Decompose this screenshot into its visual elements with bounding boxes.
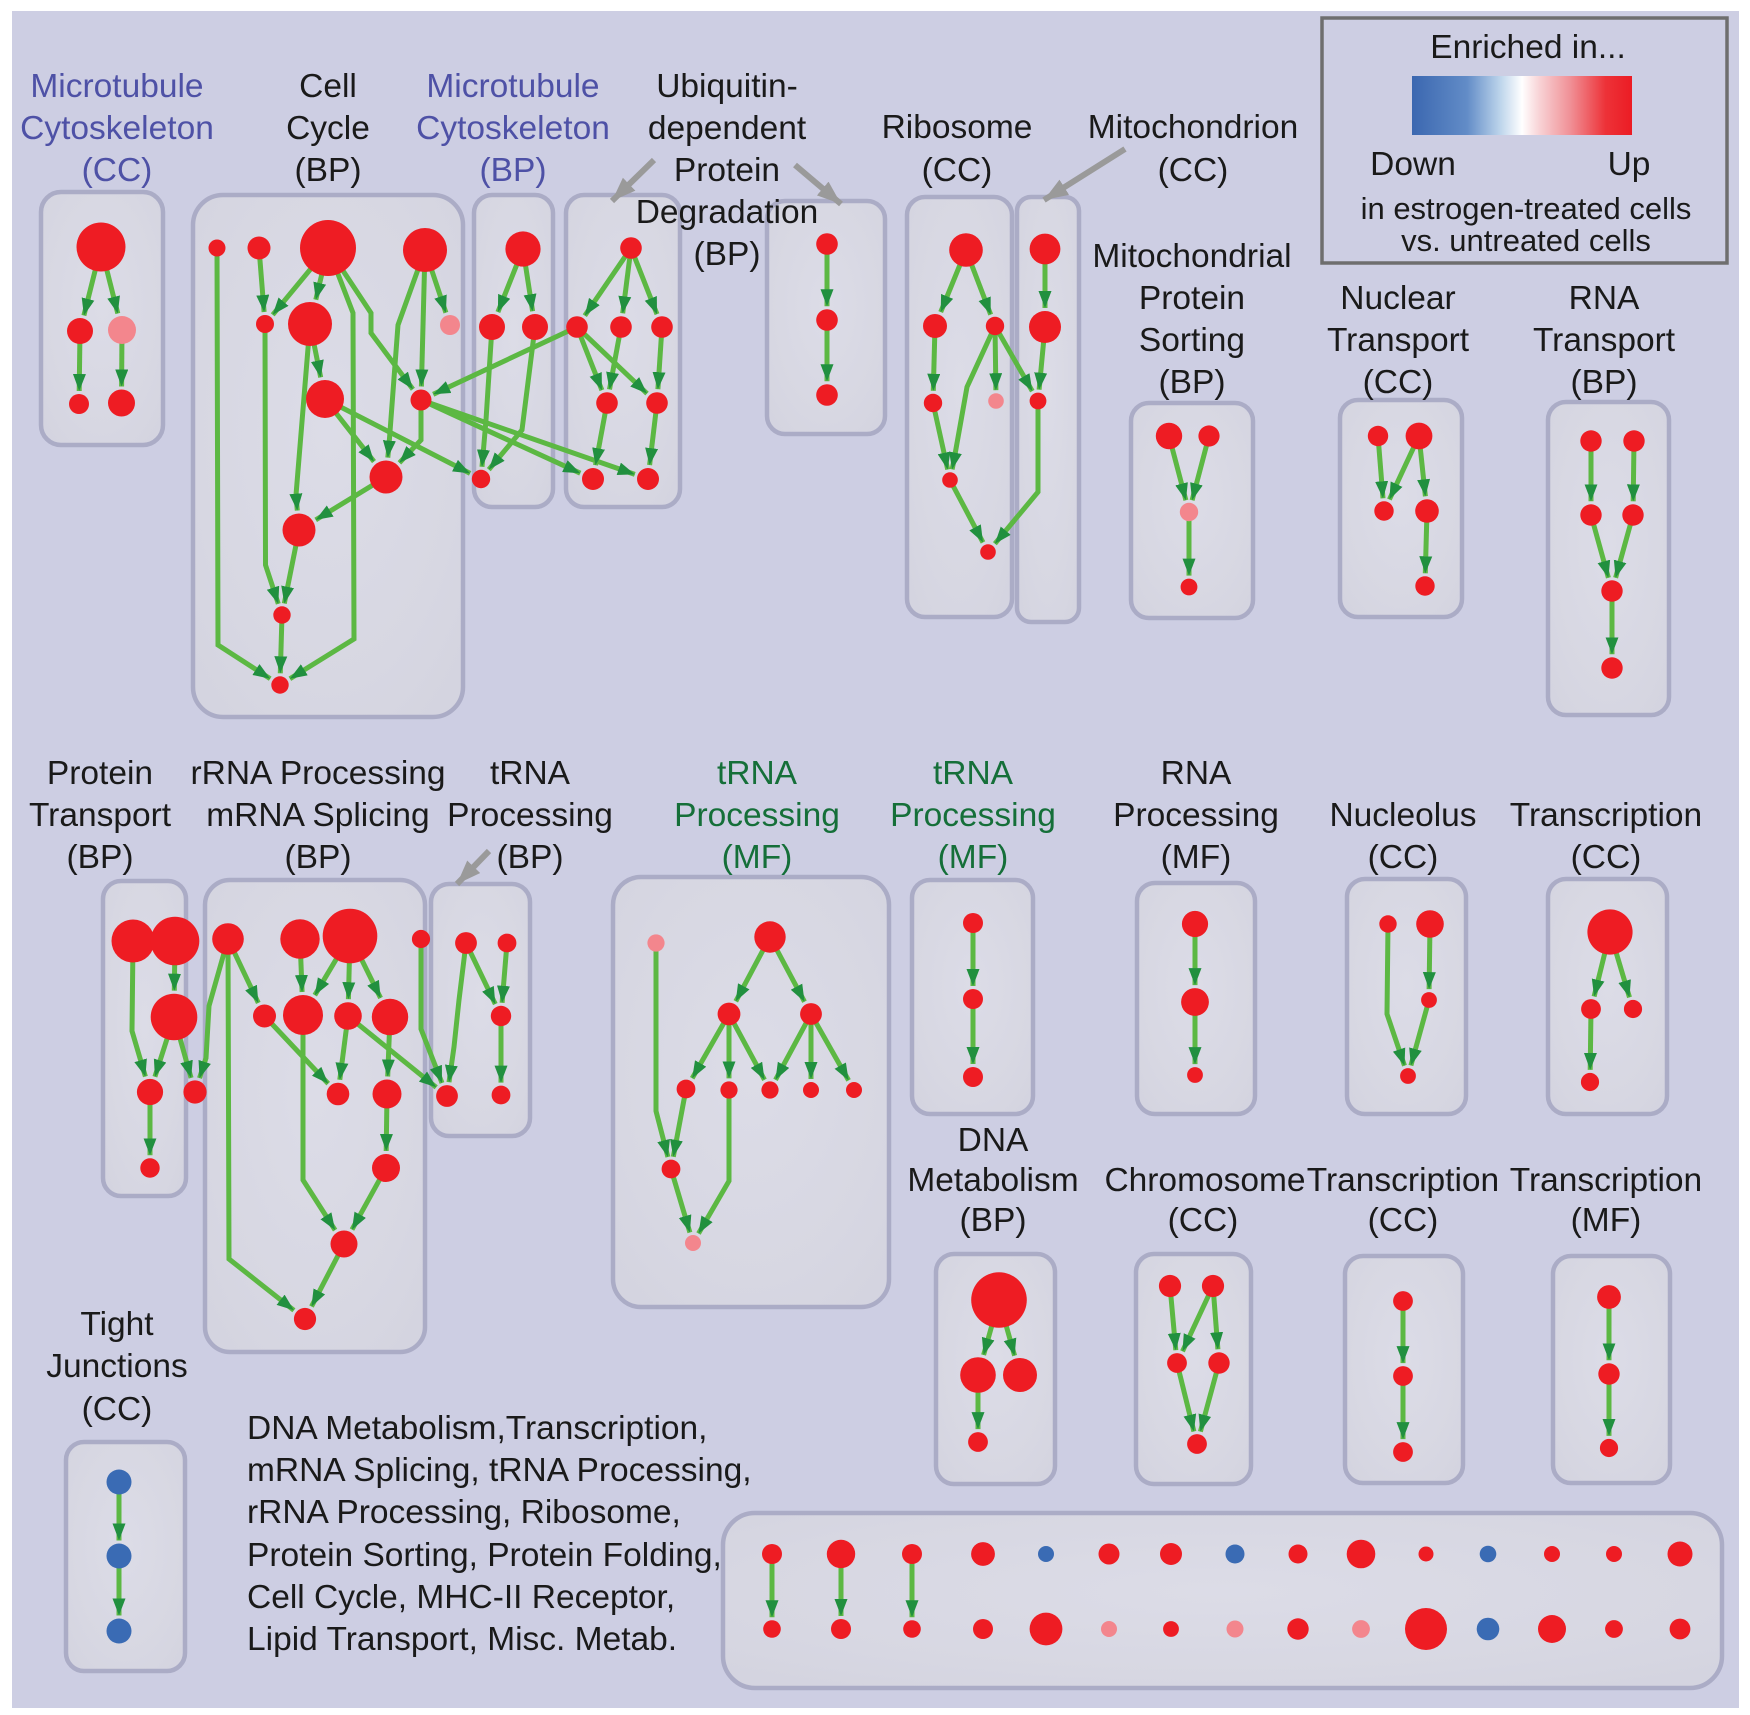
svg-text:(BP): (BP) — [497, 839, 564, 876]
svg-text:Protein: Protein — [47, 755, 153, 792]
svg-text:vs. untreated cells: vs. untreated cells — [1401, 223, 1651, 258]
svg-text:(CC): (CC) — [1168, 1202, 1239, 1239]
svg-text:Cell: Cell — [299, 68, 357, 105]
svg-text:mRNA Splicing: mRNA Splicing — [206, 797, 429, 834]
svg-text:Degradation: Degradation — [636, 194, 819, 231]
svg-text:Mitochondrion: Mitochondrion — [1088, 109, 1298, 146]
svg-text:Up: Up — [1608, 146, 1651, 183]
svg-text:RNA: RNA — [1569, 280, 1640, 317]
svg-text:Processing: Processing — [674, 797, 840, 834]
svg-text:Protein: Protein — [674, 152, 780, 189]
svg-text:(CC): (CC) — [82, 1391, 153, 1428]
svg-text:Nucleolus: Nucleolus — [1329, 797, 1476, 834]
svg-text:Ubiquitin-: Ubiquitin- — [656, 68, 798, 105]
svg-text:Nuclear: Nuclear — [1340, 280, 1455, 317]
svg-text:Microtubule: Microtubule — [30, 68, 203, 105]
svg-text:(BP): (BP) — [67, 839, 134, 876]
svg-text:(CC): (CC) — [1158, 152, 1229, 189]
svg-text:(MF): (MF) — [1161, 839, 1232, 876]
svg-text:Sorting: Sorting — [1139, 322, 1245, 359]
svg-text:(CC): (CC) — [1571, 839, 1642, 876]
svg-text:mRNA Splicing, tRNA Processing: mRNA Splicing, tRNA Processing, — [247, 1452, 752, 1489]
svg-text:(BP): (BP) — [960, 1202, 1027, 1239]
svg-text:(CC): (CC) — [82, 152, 153, 189]
svg-text:tRNA: tRNA — [717, 755, 798, 792]
svg-text:Transport: Transport — [29, 797, 172, 834]
svg-text:(MF): (MF) — [722, 839, 793, 876]
svg-text:rRNA Processing, Ribosome,: rRNA Processing, Ribosome, — [247, 1494, 681, 1531]
svg-text:(BP): (BP) — [285, 839, 352, 876]
svg-text:Protein Sorting, Protein Foldi: Protein Sorting, Protein Folding, — [247, 1537, 722, 1574]
svg-text:rRNA Processing: rRNA Processing — [190, 755, 445, 792]
svg-text:(CC): (CC) — [1363, 364, 1434, 401]
svg-text:Enriched in...: Enriched in... — [1430, 29, 1626, 66]
svg-text:(BP): (BP) — [480, 152, 547, 189]
svg-text:Chromosome: Chromosome — [1104, 1162, 1305, 1199]
svg-text:(BP): (BP) — [295, 152, 362, 189]
svg-text:(CC): (CC) — [922, 152, 993, 189]
svg-text:Cytoskeleton: Cytoskeleton — [20, 110, 214, 147]
svg-text:Cytoskeleton: Cytoskeleton — [416, 110, 610, 147]
svg-text:Protein: Protein — [1139, 280, 1245, 317]
svg-text:Transcription: Transcription — [1510, 797, 1702, 834]
svg-text:tRNA: tRNA — [490, 755, 571, 792]
svg-text:Cycle: Cycle — [286, 110, 370, 147]
svg-text:(BP): (BP) — [694, 236, 761, 273]
svg-text:in estrogen-treated cells: in estrogen-treated cells — [1361, 191, 1692, 226]
svg-text:(BP): (BP) — [1159, 364, 1226, 401]
svg-text:(CC): (CC) — [1368, 1202, 1439, 1239]
svg-text:Transport: Transport — [1533, 322, 1676, 359]
svg-text:Mitochondrial: Mitochondrial — [1092, 238, 1291, 275]
svg-text:Ribosome: Ribosome — [882, 109, 1033, 146]
svg-text:(CC): (CC) — [1368, 839, 1439, 876]
svg-text:DNA Metabolism,Transcription,: DNA Metabolism,Transcription, — [247, 1410, 707, 1447]
svg-text:Down: Down — [1370, 146, 1456, 183]
svg-text:tRNA: tRNA — [933, 755, 1014, 792]
svg-text:RNA: RNA — [1161, 755, 1232, 792]
svg-text:Lipid Transport, Misc. Metab.: Lipid Transport, Misc. Metab. — [247, 1621, 677, 1658]
svg-text:Cell Cycle, MHC-II Receptor,: Cell Cycle, MHC-II Receptor, — [247, 1579, 675, 1616]
svg-text:Tight: Tight — [80, 1306, 154, 1343]
svg-text:Junctions: Junctions — [46, 1348, 188, 1385]
svg-text:dependent: dependent — [648, 110, 807, 147]
svg-text:(BP): (BP) — [1571, 364, 1638, 401]
svg-text:Transport: Transport — [1327, 322, 1470, 359]
svg-text:Microtubule: Microtubule — [426, 68, 599, 105]
svg-text:Transcription: Transcription — [1510, 1162, 1702, 1199]
svg-text:Processing: Processing — [1113, 797, 1279, 834]
svg-text:DNA: DNA — [958, 1122, 1029, 1159]
svg-text:(MF): (MF) — [938, 839, 1009, 876]
svg-text:(MF): (MF) — [1571, 1202, 1642, 1239]
svg-text:Metabolism: Metabolism — [907, 1162, 1078, 1199]
svg-text:Processing: Processing — [447, 797, 613, 834]
svg-text:Transcription: Transcription — [1307, 1162, 1499, 1199]
svg-text:Processing: Processing — [890, 797, 1056, 834]
